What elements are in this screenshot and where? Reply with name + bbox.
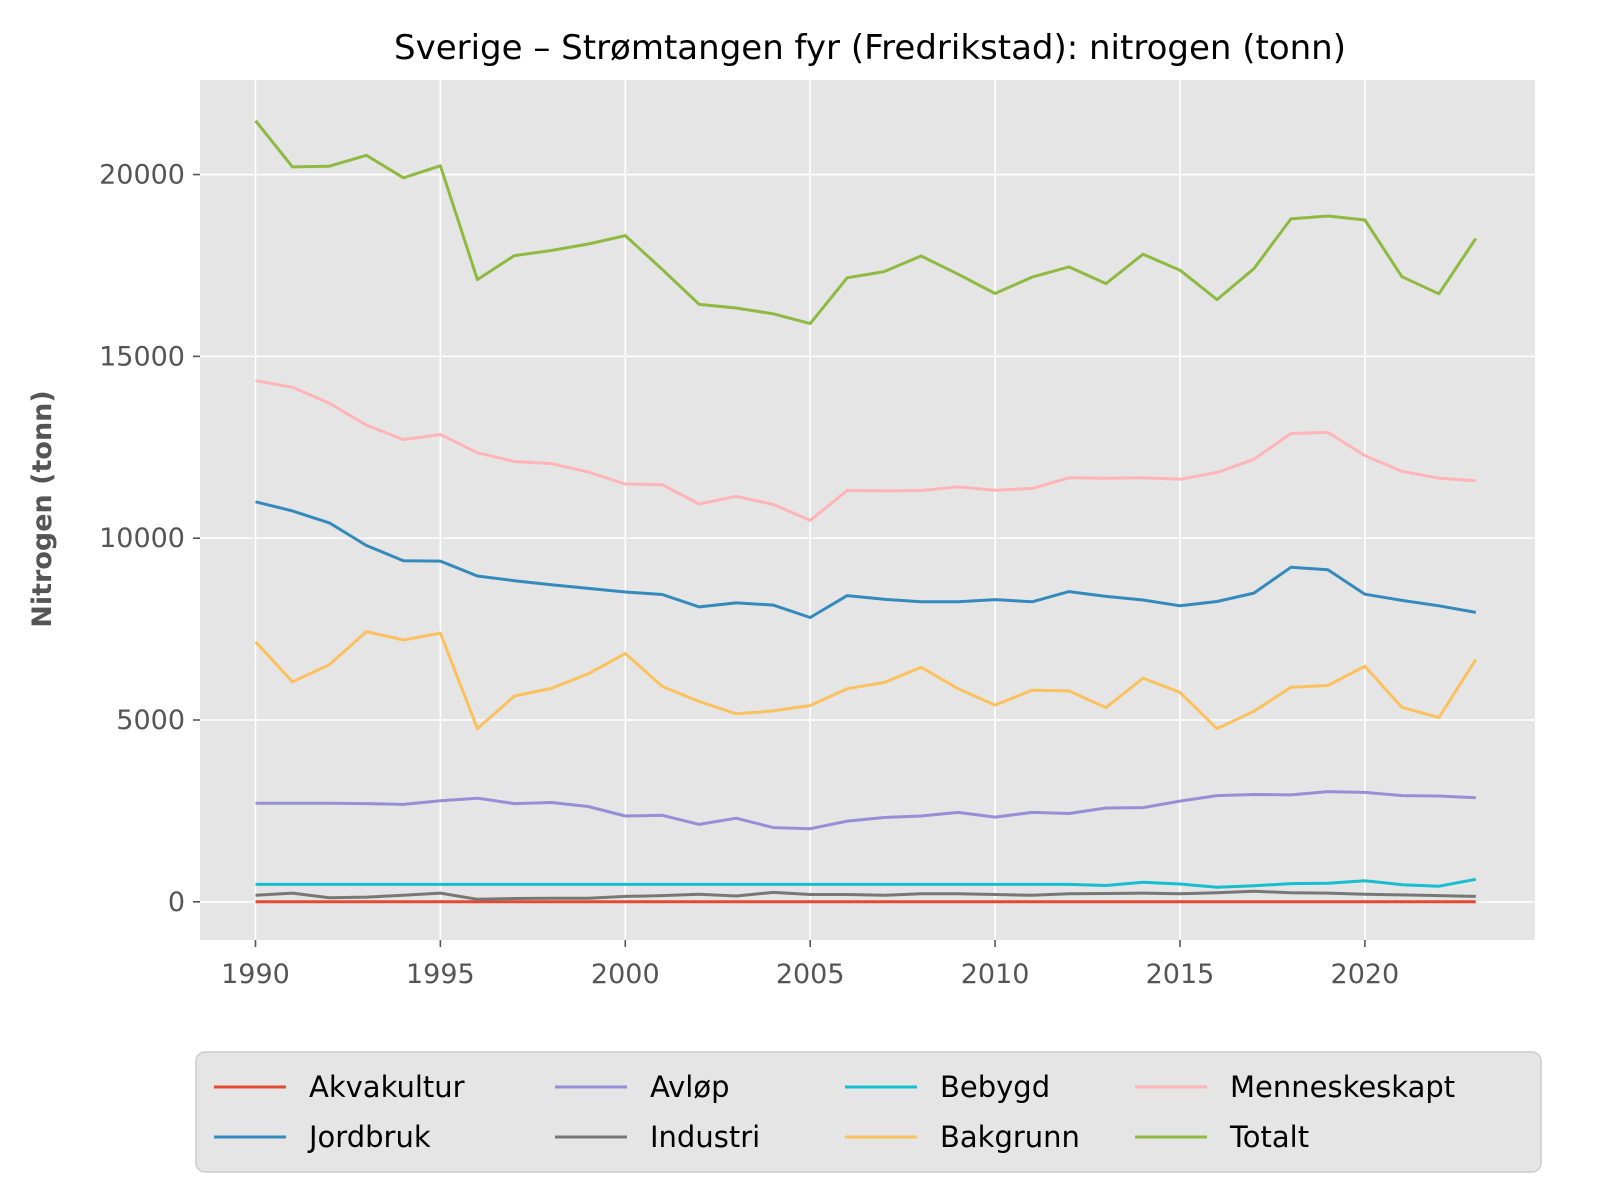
legend: Akvakultur Jordbruk Avløp Industri Bebygd Bak… (195, 1051, 1542, 1173)
x-tick-label: 2020 (1331, 959, 1400, 990)
y-axis-label: Nitrogen (tonn) (27, 390, 58, 627)
x-tick-label: 1995 (406, 959, 475, 990)
legend-label-avlop: Avløp (650, 1070, 730, 1104)
x-tick-label: 2005 (776, 959, 845, 990)
y-tick-label: 20000 (99, 160, 185, 191)
legend-label-bebygd: Bebygd (940, 1070, 1050, 1104)
x-tick-label: 1990 (221, 959, 290, 990)
legend-label-menneskeskapt: Menneskeskapt (1230, 1070, 1455, 1104)
y-tick-label: 5000 (116, 705, 185, 736)
series-line-bakgrunn (254, 630, 1478, 731)
legend-label-totalt: Totalt (1229, 1120, 1309, 1154)
y-tick-label: 10000 (99, 523, 185, 554)
series-lines (254, 119, 1478, 904)
legend-label-akvakultur: Akvakultur (309, 1070, 465, 1104)
legend-label-jordbruk: Jordbruk (307, 1120, 431, 1154)
legend-label-bakgrunn: Bakgrunn (940, 1120, 1080, 1154)
series-line-totalt (254, 119, 1478, 326)
x-tick-label: 2000 (591, 959, 660, 990)
series-line-menneskeskapt (255, 379, 1476, 522)
series-line-bebygd (255, 877, 1477, 889)
legend-label-industri: Industri (650, 1120, 760, 1154)
x-tick-label: 2010 (961, 959, 1030, 990)
legend-box (195, 1051, 1542, 1173)
series-line-avlop (255, 790, 1476, 831)
y-tick-label: 0 (168, 887, 185, 918)
y-axis: 0 5000 10000 15000 20000 (99, 160, 200, 918)
series-line-industri (255, 889, 1476, 901)
plot-background (200, 80, 1535, 940)
grid (200, 80, 1535, 940)
x-axis: 1990 1995 2000 2005 2010 2015 2020 (221, 940, 1399, 990)
chart-title: Sverige – Strømtangen fyr (Fredrikstad):… (394, 28, 1346, 68)
x-tick-label: 2015 (1146, 959, 1215, 990)
y-tick-label: 15000 (99, 341, 185, 372)
series-line-jordbruk (255, 500, 1477, 619)
legend-items: Akvakultur Jordbruk Avløp Industri Bebygd Bak… (214, 1070, 1455, 1154)
